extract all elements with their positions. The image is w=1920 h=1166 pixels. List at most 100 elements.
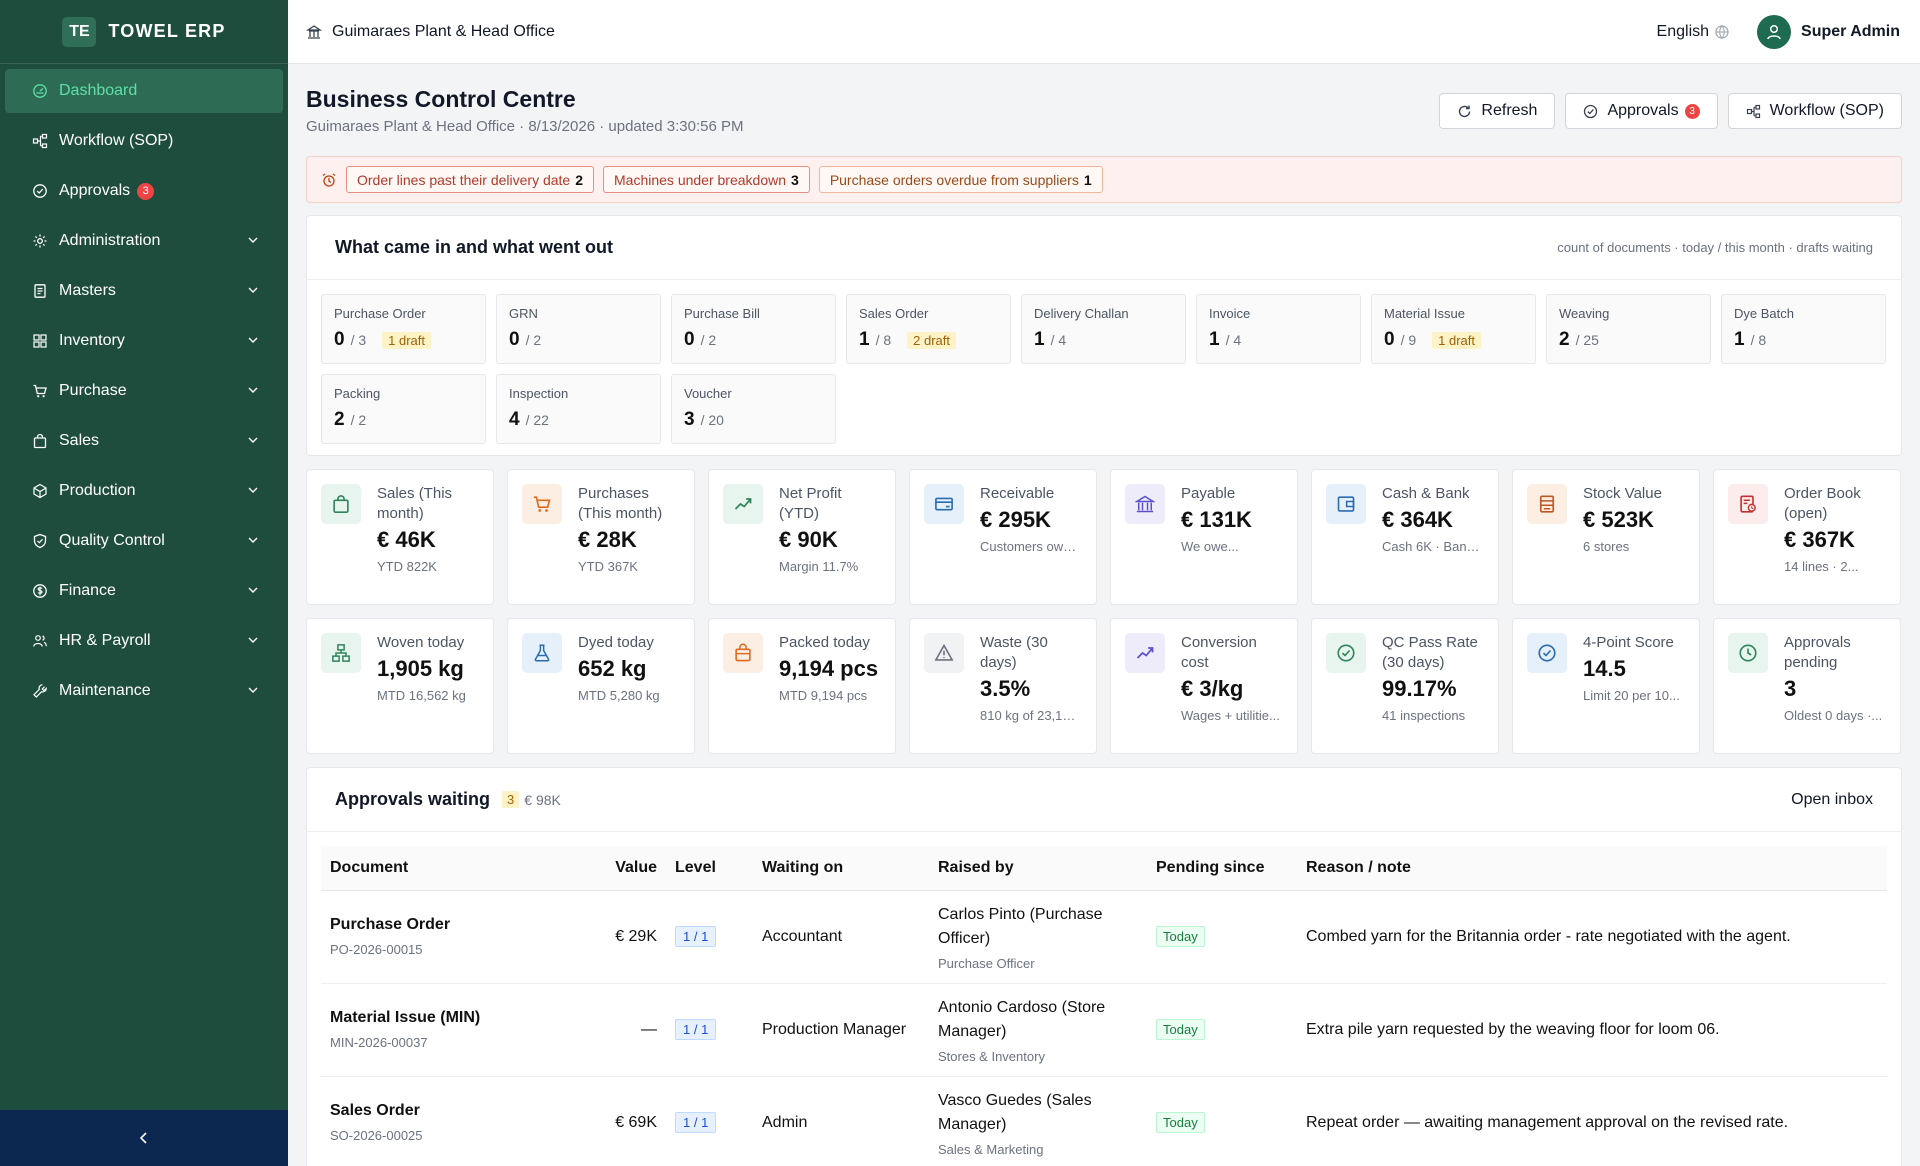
doc-card[interactable]: Material Issue 0 / 9 1 draft xyxy=(1371,294,1536,364)
doc-card[interactable]: Inspection 4 / 22 xyxy=(496,374,661,444)
doc-card[interactable]: Dye Batch 1 / 8 xyxy=(1721,294,1886,364)
sidebar-item-label: Maintenance xyxy=(59,682,151,699)
column-header[interactable]: Pending since xyxy=(1147,846,1297,891)
alarm-icon xyxy=(322,172,336,187)
chevron-down-icon[interactable] xyxy=(245,382,261,398)
sidebar-item-inventory[interactable]: Inventory xyxy=(5,319,283,363)
avatar[interactable] xyxy=(1757,14,1792,49)
doc-card[interactable]: Purchase Bill 0 / 2 xyxy=(671,294,836,364)
kpi-card[interactable]: Net Profit (YTD) € 90K Margin 11.7% xyxy=(708,469,896,605)
chevron-down-icon[interactable] xyxy=(245,432,261,448)
sidebar-item-maintenance[interactable]: Maintenance xyxy=(5,669,283,713)
table-row[interactable]: Material Issue (MIN) MIN-2026-00037 — 1 / 1… xyxy=(321,983,1887,1077)
sidebar: TE TOWEL ERP Dashboard Workflow (SOP) Appr… xyxy=(0,0,288,1166)
chevron-down-icon[interactable] xyxy=(245,532,261,548)
kpi-card[interactable]: Purchases (This month) € 28K YTD 367K xyxy=(507,469,695,605)
user-name[interactable]: Super Admin xyxy=(1801,22,1900,40)
chevron-down-icon[interactable] xyxy=(245,332,261,348)
sidebar-item-administration[interactable]: Administration xyxy=(5,219,283,263)
doc-card[interactable]: Weaving 2 / 25 xyxy=(1546,294,1711,364)
alert-chip[interactable]: Machines under breakdown 3 xyxy=(603,166,810,193)
sidebar-item-sales[interactable]: Sales xyxy=(5,419,283,463)
kpi-card[interactable]: Receivable € 295K Customers owe... xyxy=(909,469,1097,605)
sidebar-item-workflow-sop[interactable]: Workflow (SOP) xyxy=(5,119,283,163)
sidebar-collapse-button[interactable] xyxy=(0,1110,288,1166)
chevron-down-icon[interactable] xyxy=(245,282,261,298)
row-note: Repeat order — awaiting management appro… xyxy=(1297,1076,1887,1166)
sidebar-item-quality-control[interactable]: Quality Control xyxy=(5,519,283,563)
sidebar-item-hr-payroll[interactable]: HR & Payroll xyxy=(5,619,283,663)
doc-card[interactable]: Delivery Challan 1 / 4 xyxy=(1021,294,1186,364)
doc-card[interactable]: Voucher 3 / 20 xyxy=(671,374,836,444)
kpi-card[interactable]: Sales (This month) € 46K YTD 822K xyxy=(306,469,494,605)
kpi-card[interactable]: Stock Value € 523K 6 stores xyxy=(1512,469,1700,605)
kpi-card[interactable]: Woven today 1,905 kg MTD 16,562 kg xyxy=(306,618,494,754)
doc-card[interactable]: GRN 0 / 2 xyxy=(496,294,661,364)
kpi-card[interactable]: 4-Point Score 14.5 Limit 20 per 10... xyxy=(1512,618,1700,754)
row-pending-since: Today xyxy=(1156,926,1205,947)
open-inbox-link[interactable]: Open inbox xyxy=(1791,790,1873,808)
check-circle-icon xyxy=(1584,104,1598,118)
sidebar-item-production[interactable]: Production xyxy=(5,469,283,513)
brand[interactable]: TE TOWEL ERP xyxy=(0,0,288,64)
refresh-button[interactable]: Refresh xyxy=(1439,93,1556,129)
table-row[interactable]: Sales Order SO-2026-00025 € 69K 1 / 1 Admin V… xyxy=(321,1076,1887,1166)
kpi-subtext: Customers owe... xyxy=(980,539,1080,554)
column-header[interactable]: Level xyxy=(666,846,753,891)
sidebar-item-approvals[interactable]: Approvals 3 xyxy=(5,169,283,213)
doc-month-count: / 8 xyxy=(1750,332,1767,348)
chevron-down-icon[interactable] xyxy=(245,582,261,598)
kpi-card[interactable]: Dyed today 652 kg MTD 5,280 kg xyxy=(507,618,695,754)
kpi-card[interactable]: QC Pass Rate (30 days) 99.17% 41 inspectio… xyxy=(1311,618,1499,754)
row-value: — xyxy=(537,983,666,1077)
kpi-card[interactable]: Cash & Bank € 364K Cash 6K · Bank... xyxy=(1311,469,1499,605)
workflow-button[interactable]: Workflow (SOP) xyxy=(1727,93,1902,129)
bank-icon xyxy=(306,24,322,39)
kpi-card[interactable]: Approvals pending 3 Oldest 0 days ·... xyxy=(1713,618,1901,754)
wrench-icon xyxy=(33,684,47,698)
kpi-card[interactable]: Conversion cost € 3/kg Wages + utilitie... xyxy=(1110,618,1298,754)
kpi-value: 3.5% xyxy=(980,676,1031,701)
chevron-down-icon[interactable] xyxy=(245,482,261,498)
kpi-icon-box xyxy=(522,484,562,524)
finance-kpis: Sales (This month) € 46K YTD 822K Purchases… xyxy=(306,469,1902,605)
kpi-icon-box xyxy=(1125,484,1165,524)
row-doc-number: MIN-2026-00037 xyxy=(330,1035,428,1050)
org-selector[interactable]: Guimaraes Plant & Head Office xyxy=(306,23,555,41)
column-header[interactable]: Value xyxy=(537,846,666,891)
sidebar-item-dashboard[interactable]: Dashboard xyxy=(5,69,283,113)
doc-month-count: / 25 xyxy=(1575,332,1599,348)
language-selector[interactable]: English xyxy=(1657,23,1729,41)
column-header[interactable]: Document xyxy=(321,846,537,891)
column-header[interactable]: Reason / note xyxy=(1297,846,1887,891)
approvals-button[interactable]: Approvals 3 xyxy=(1565,93,1718,129)
row-document[interactable]: Sales Order xyxy=(330,1102,420,1119)
row-document[interactable]: Material Issue (MIN) xyxy=(330,1009,481,1026)
sidebar-item-purchase[interactable]: Purchase xyxy=(5,369,283,413)
doc-card[interactable]: Purchase Order 0 / 3 1 draft xyxy=(321,294,486,364)
row-document[interactable]: Purchase Order xyxy=(330,916,451,933)
kpi-icon-box xyxy=(1527,633,1567,673)
approvals-icon-wrap xyxy=(32,183,48,199)
sidebar-item-masters[interactable]: Masters xyxy=(5,269,283,313)
sidebar-item-finance[interactable]: Finance xyxy=(5,569,283,613)
column-header[interactable]: Raised by xyxy=(929,846,1147,891)
kpi-card[interactable]: Packed today 9,194 pcs MTD 9,194 pcs xyxy=(708,618,896,754)
alert-chip[interactable]: Order lines past their delivery date 2 xyxy=(346,166,595,193)
kpi-icon-box xyxy=(723,633,763,673)
doc-card[interactable]: Invoice 1 / 4 xyxy=(1196,294,1361,364)
doc-card[interactable]: Sales Order 1 / 8 2 draft xyxy=(846,294,1011,364)
chevron-down-icon[interactable] xyxy=(245,682,261,698)
kpi-card[interactable]: Waste (30 days) 3.5% 810 kg of 23,14... xyxy=(909,618,1097,754)
doc-card[interactable]: Packing 2 / 2 xyxy=(321,374,486,444)
chevron-down-icon[interactable] xyxy=(245,632,261,648)
column-header[interactable]: Waiting on xyxy=(753,846,929,891)
kpi-card[interactable]: Payable € 131K We owe... xyxy=(1110,469,1298,605)
table-row[interactable]: Purchase Order PO-2026-00015 € 29K 1 / 1 Acc… xyxy=(321,890,1887,984)
doc-today-count: 2 xyxy=(1559,329,1570,350)
kpi-label: Order Book (open) xyxy=(1784,485,1861,522)
kpi-card[interactable]: Order Book (open) € 367K 14 lines · 2... xyxy=(1713,469,1901,605)
chevron-down-icon[interactable] xyxy=(245,232,261,248)
alert-chip[interactable]: Purchase orders overdue from suppliers 1 xyxy=(818,166,1103,193)
dashboard-icon xyxy=(33,84,47,98)
